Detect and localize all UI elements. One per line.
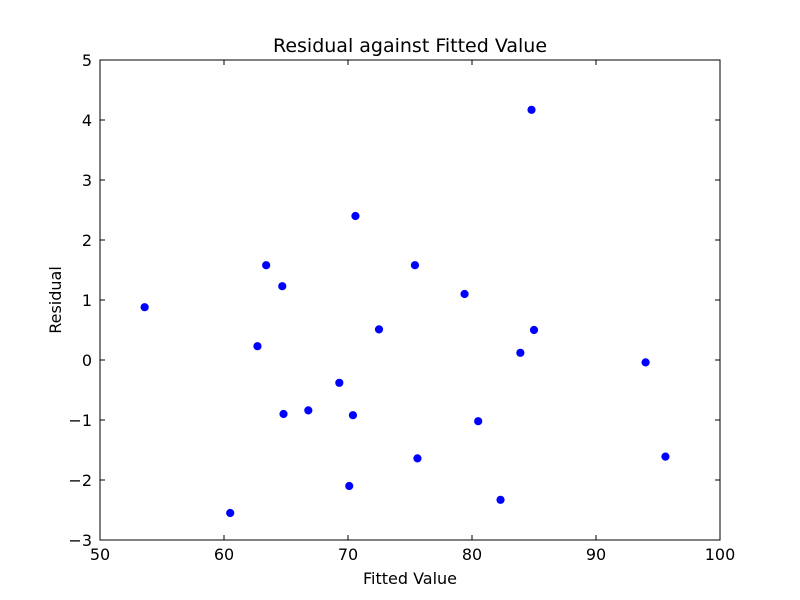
data-point — [279, 409, 288, 419]
y-tick-label: 4 — [82, 111, 92, 130]
chart-title: Residual against Fitted Value — [273, 35, 547, 57]
plot-area-frame — [99, 59, 721, 541]
data-point — [351, 211, 360, 221]
x-tick-label: 90 — [586, 545, 606, 564]
data-point — [527, 105, 536, 114]
data-point — [335, 378, 344, 387]
y-tick-label: 1 — [82, 291, 92, 310]
data-point — [529, 325, 539, 335]
x-tick-label: 60 — [214, 545, 234, 564]
y-axis-label: Residual — [46, 266, 65, 334]
x-tick-label: 100 — [705, 545, 736, 564]
data-point — [278, 282, 287, 291]
data-point — [413, 454, 422, 463]
data-point — [641, 358, 650, 367]
data-point — [253, 342, 262, 351]
data-point — [304, 406, 313, 415]
y-tick-label: 5 — [82, 51, 92, 70]
y-tick-label: −1 — [68, 411, 92, 430]
data-point — [474, 417, 483, 426]
data-point — [226, 508, 235, 518]
data-point — [496, 495, 505, 504]
y-tick-label: −3 — [68, 531, 92, 550]
data-point — [374, 325, 384, 334]
data-point — [661, 452, 670, 461]
axis-ticks: 50 60 70 80 90 100 −3 −2 −1 0 1 2 3 4 5 — [68, 51, 735, 564]
x-axis-label: Fitted Value — [363, 569, 457, 588]
data-point — [348, 411, 358, 420]
data-point — [140, 303, 149, 312]
y-tick-label: 2 — [82, 231, 92, 250]
y-tick-label: 3 — [82, 171, 92, 190]
data-point — [345, 481, 354, 491]
x-tick-label: 50 — [90, 545, 110, 564]
data-points — [140, 105, 670, 518]
x-tick-label: 70 — [338, 545, 358, 564]
data-point — [410, 261, 420, 270]
data-point — [262, 261, 271, 270]
y-tick-label: −2 — [68, 471, 92, 490]
y-tick-label: 0 — [82, 351, 92, 370]
x-tick-label: 80 — [462, 545, 482, 564]
data-point — [516, 348, 525, 357]
data-point — [460, 289, 469, 299]
